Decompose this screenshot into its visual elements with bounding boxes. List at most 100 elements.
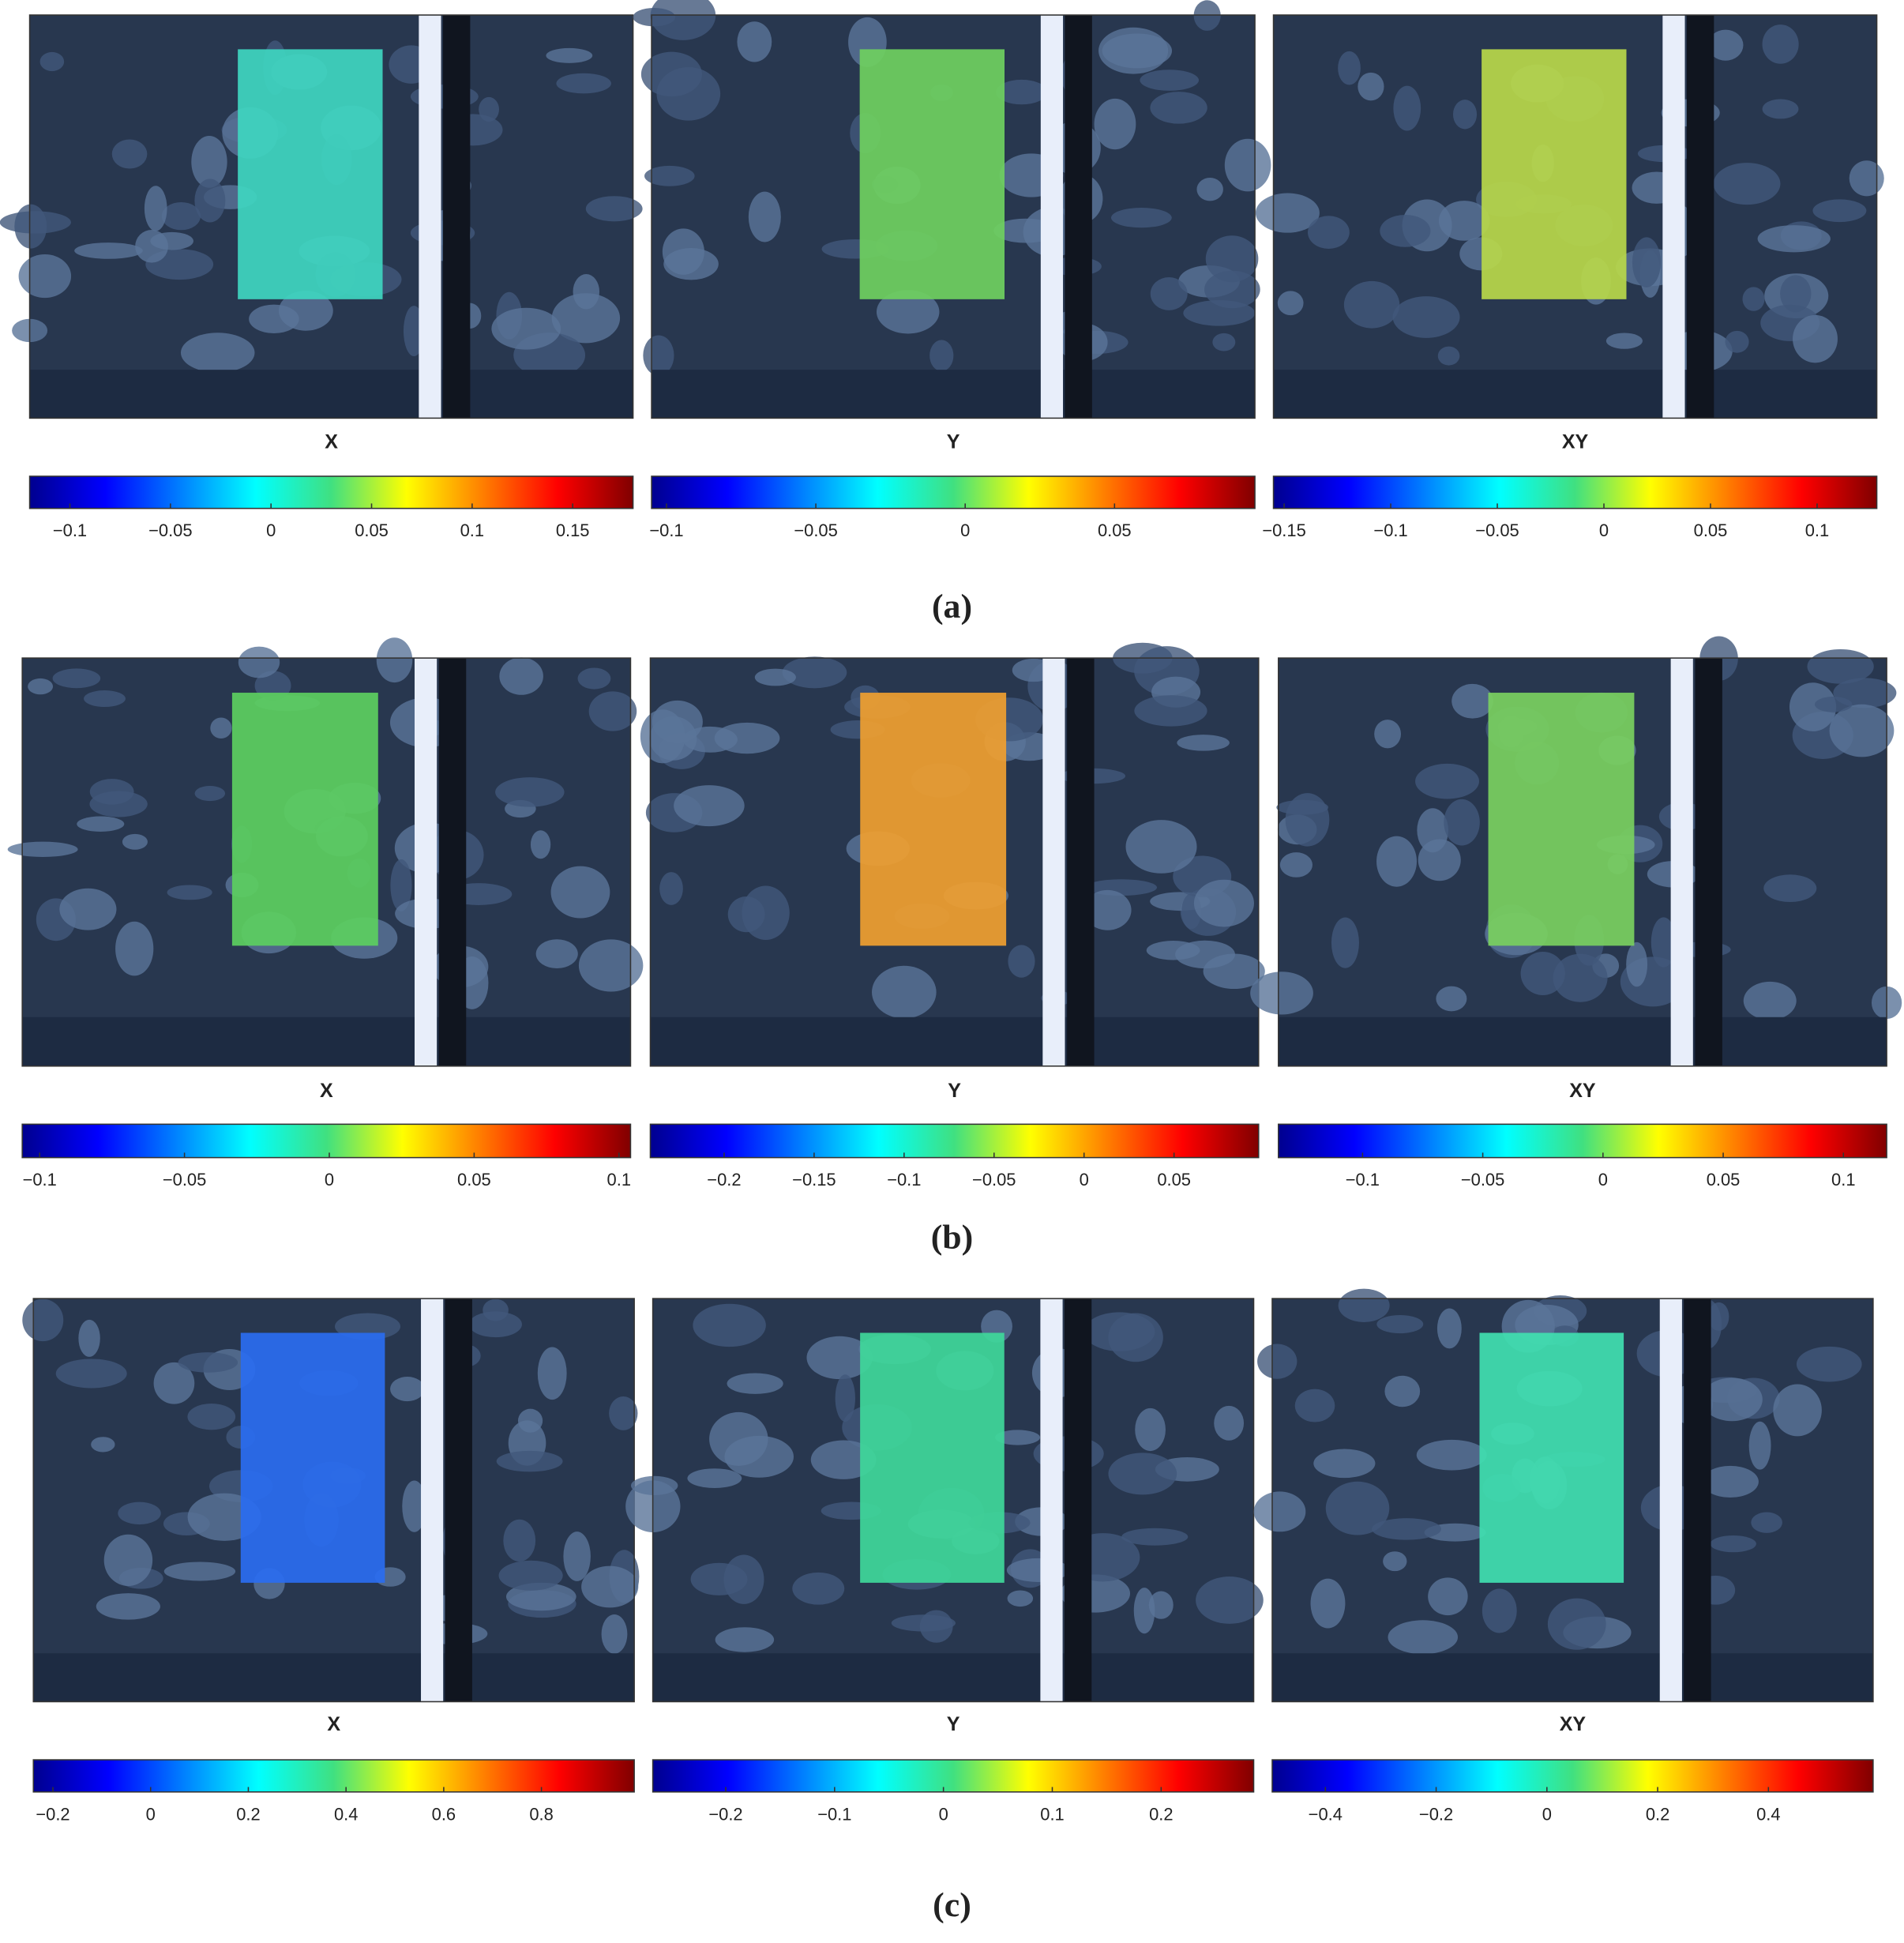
- steel-bar-shadow: [445, 1298, 472, 1702]
- stone: [724, 1435, 794, 1478]
- colorbar-tick-label: 0.6: [432, 1804, 456, 1824]
- strain-overlay: [860, 1332, 1005, 1583]
- stone: [249, 304, 299, 334]
- stone: [1762, 24, 1799, 64]
- stone: [1250, 972, 1313, 1015]
- photo: [625, 1298, 1264, 1703]
- stone: [1762, 99, 1799, 119]
- stone: [585, 196, 643, 222]
- stone: [1205, 235, 1259, 283]
- stone: [1177, 735, 1230, 751]
- steel-bar: [1659, 1298, 1682, 1702]
- stone: [187, 1403, 236, 1430]
- stone: [1094, 98, 1136, 150]
- photo-frame: [28, 14, 634, 419]
- panel-title: XY: [1560, 1713, 1587, 1735]
- stone: [891, 1614, 956, 1632]
- base-plate: [22, 1017, 631, 1066]
- colorbar-tick-label: −0.05: [972, 1170, 1016, 1189]
- stone: [535, 939, 578, 968]
- stone: [84, 690, 126, 708]
- stone: [1383, 1551, 1407, 1572]
- stone: [1725, 330, 1749, 353]
- stone: [144, 186, 167, 231]
- stone: [929, 340, 954, 371]
- stone: [1150, 277, 1188, 310]
- colorbar-tick-label: 0.8: [529, 1804, 553, 1824]
- stone: [1553, 953, 1608, 1002]
- stone: [1277, 291, 1304, 316]
- steel-bar: [415, 658, 438, 1066]
- stone: [1547, 1598, 1606, 1650]
- stone: [1743, 981, 1797, 1020]
- stone: [390, 1377, 425, 1402]
- stone: [163, 1562, 236, 1581]
- stone: [1294, 1389, 1335, 1422]
- stone: [1438, 201, 1490, 241]
- stone: [1358, 72, 1384, 101]
- stone: [1708, 1302, 1729, 1331]
- stone: [1796, 1346, 1862, 1382]
- stone: [1416, 1439, 1487, 1471]
- colorbar: [652, 1759, 1255, 1793]
- stone: [1632, 237, 1662, 288]
- stone: [1793, 314, 1838, 363]
- colorbar-tick-label: −0.1: [23, 1170, 57, 1189]
- stone: [18, 254, 72, 299]
- stone: [588, 691, 637, 731]
- stone: [1392, 296, 1460, 338]
- stone: [161, 201, 201, 231]
- colorbar-tick-label: 0.2: [236, 1804, 260, 1824]
- colorbar-tick-label: −0.1: [817, 1804, 851, 1824]
- steel-bar-shadow: [1065, 15, 1092, 419]
- base-plate: [29, 370, 633, 419]
- colorbar-tick-label: 0: [1080, 1170, 1089, 1189]
- stone: [1436, 1308, 1462, 1349]
- photo-frame: [21, 657, 632, 1067]
- steel-bar: [1040, 1298, 1063, 1702]
- stone: [1102, 33, 1173, 69]
- colorbar-tick-label: 0.1: [460, 521, 484, 540]
- panel-title: XY: [1562, 430, 1589, 453]
- stone: [1125, 820, 1197, 874]
- stone: [0, 211, 71, 234]
- colorbar: [1272, 475, 1878, 509]
- stone: [1814, 697, 1853, 712]
- colorbar: [28, 475, 634, 509]
- stone: [517, 1408, 543, 1433]
- stone: [714, 722, 780, 754]
- colorbar-tick-label: 0.1: [1831, 1170, 1855, 1189]
- colorbar-tick-label: −0.2: [707, 1170, 741, 1189]
- photo: [22, 1298, 640, 1703]
- stone: [1710, 1535, 1756, 1553]
- stone: [1376, 1315, 1424, 1334]
- steel-bar-shadow: [438, 658, 467, 1066]
- strain-overlay: [1488, 693, 1635, 946]
- colorbar-tick-label: −0.1: [53, 521, 87, 540]
- colorbar: [1271, 1759, 1874, 1793]
- stone: [1212, 333, 1236, 351]
- stone: [1773, 1384, 1822, 1437]
- steel-bar: [1662, 15, 1685, 419]
- panel-title: X: [320, 1080, 333, 1102]
- strain-overlay: [231, 693, 378, 946]
- colorbar-tick-label: 0: [939, 1804, 948, 1824]
- stone: [1428, 1577, 1468, 1616]
- strain-overlay: [859, 49, 1005, 299]
- stone: [111, 139, 148, 169]
- stone: [1742, 287, 1765, 311]
- stone: [91, 1437, 115, 1453]
- colorbar-tick-label: −0.1: [1346, 1170, 1380, 1189]
- stone: [550, 866, 610, 919]
- stone: [782, 656, 847, 689]
- stone: [1196, 1576, 1264, 1624]
- strain-overlay: [240, 1332, 385, 1583]
- colorbar: [649, 1123, 1260, 1159]
- stone: [194, 785, 226, 802]
- base-plate: [652, 1653, 1254, 1702]
- stone: [78, 1319, 100, 1357]
- stone: [491, 307, 561, 350]
- stone: [640, 51, 702, 97]
- steel-bar: [419, 15, 441, 419]
- colorbar-tick-label: 0: [1598, 1170, 1608, 1189]
